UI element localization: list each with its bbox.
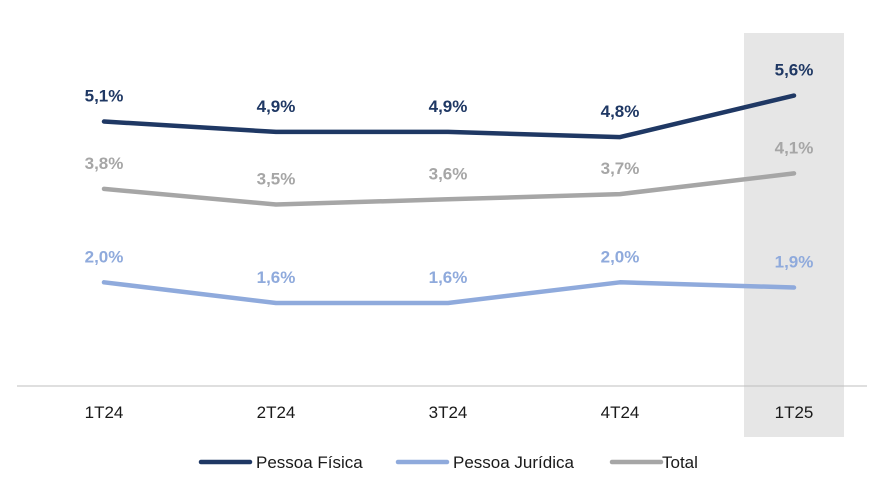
data-label: 3,6% xyxy=(429,164,468,183)
legend-label: Total xyxy=(662,453,698,472)
series-line-0 xyxy=(101,93,797,140)
data-label: 3,5% xyxy=(257,170,296,189)
x-tick-label: 3T24 xyxy=(429,403,468,422)
data-label: 3,8% xyxy=(85,154,124,173)
x-tick-label: 1T24 xyxy=(85,403,124,422)
data-label: 1,6% xyxy=(257,268,296,287)
series-line-2 xyxy=(101,171,797,207)
data-label: 3,7% xyxy=(601,159,640,178)
highlight-band xyxy=(744,33,844,437)
x-tick-label: 1T25 xyxy=(775,403,814,422)
legend-item: Pessoa Jurídica xyxy=(395,453,574,472)
data-label: 4,9% xyxy=(429,97,468,116)
data-label: 5,1% xyxy=(85,87,124,106)
legend-label: Pessoa Física xyxy=(256,453,363,472)
series-line-1 xyxy=(101,280,797,306)
data-label: 5,6% xyxy=(775,61,814,80)
data-label: 2,0% xyxy=(85,247,124,266)
data-label: 4,1% xyxy=(775,138,814,157)
legend-label: Pessoa Jurídica xyxy=(453,453,574,472)
legend-item: Total xyxy=(609,453,698,472)
data-label: 2,0% xyxy=(601,247,640,266)
x-tick-label: 2T24 xyxy=(257,403,296,422)
data-label: 4,9% xyxy=(257,97,296,116)
data-label: 1,6% xyxy=(429,268,468,287)
data-label: 4,8% xyxy=(601,102,640,121)
x-tick-label: 4T24 xyxy=(601,403,640,422)
legend-item: Pessoa Física xyxy=(198,453,363,472)
data-label: 1,9% xyxy=(775,253,814,272)
